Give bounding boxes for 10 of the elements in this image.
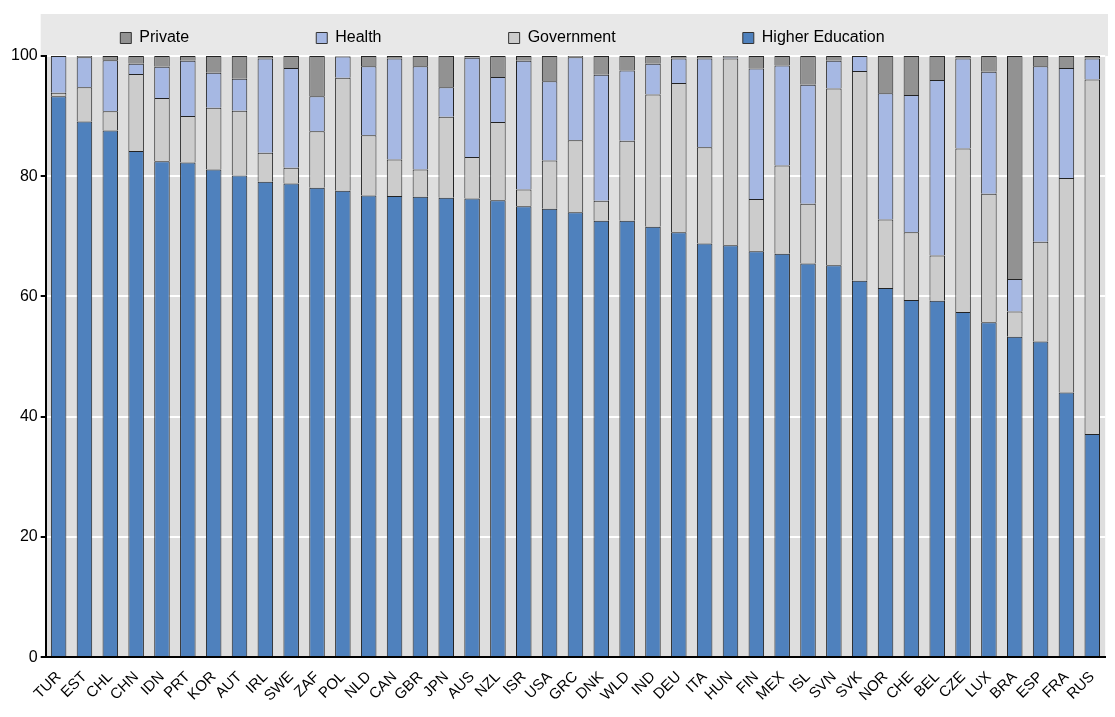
legend-label: Government <box>527 28 727 46</box>
y-tick-label: 40 <box>19 407 38 425</box>
y-tick-label: 80 <box>19 166 38 184</box>
y-tick-label: 0 <box>28 647 38 665</box>
legend-label: Higher Education <box>761 28 996 46</box>
y-tick-label: 100 <box>10 46 38 64</box>
legend-label: Health <box>335 28 493 46</box>
y-tick-label: 20 <box>19 527 38 545</box>
y-tick-label: 60 <box>19 286 38 304</box>
legend-label: Private <box>139 28 301 46</box>
